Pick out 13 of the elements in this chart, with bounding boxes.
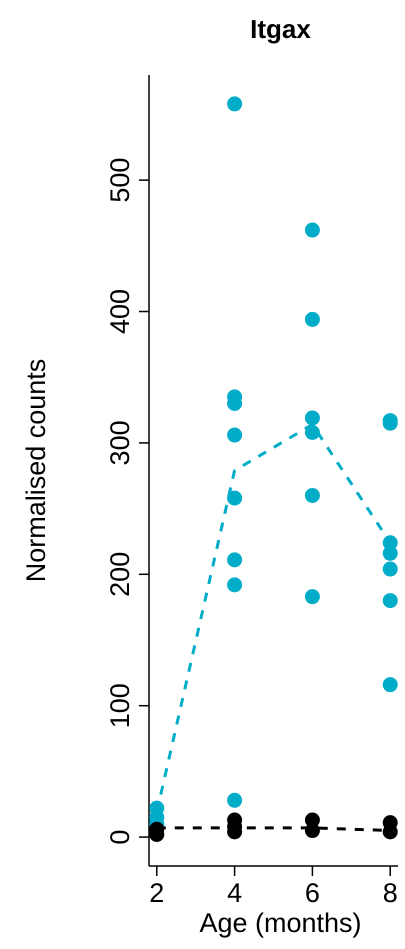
- y-tick-label: 400: [105, 288, 135, 334]
- y-tick-label: 200: [105, 552, 135, 597]
- y-tick-label: 300: [105, 420, 135, 466]
- y-tick-label: 100: [105, 683, 135, 728]
- y-tick-label: 500: [105, 158, 135, 203]
- x-tick-label: 2: [149, 878, 164, 908]
- x-tick-label: 8: [382, 878, 398, 908]
- y-axis-title: Normalised counts: [21, 358, 51, 582]
- x-axis-title: Age (months): [199, 908, 362, 938]
- x-tick-label: 6: [304, 878, 320, 908]
- y-tick-label: 0: [105, 830, 135, 845]
- chart-title: Itgax: [250, 14, 312, 44]
- x-tick-label: 4: [227, 878, 242, 908]
